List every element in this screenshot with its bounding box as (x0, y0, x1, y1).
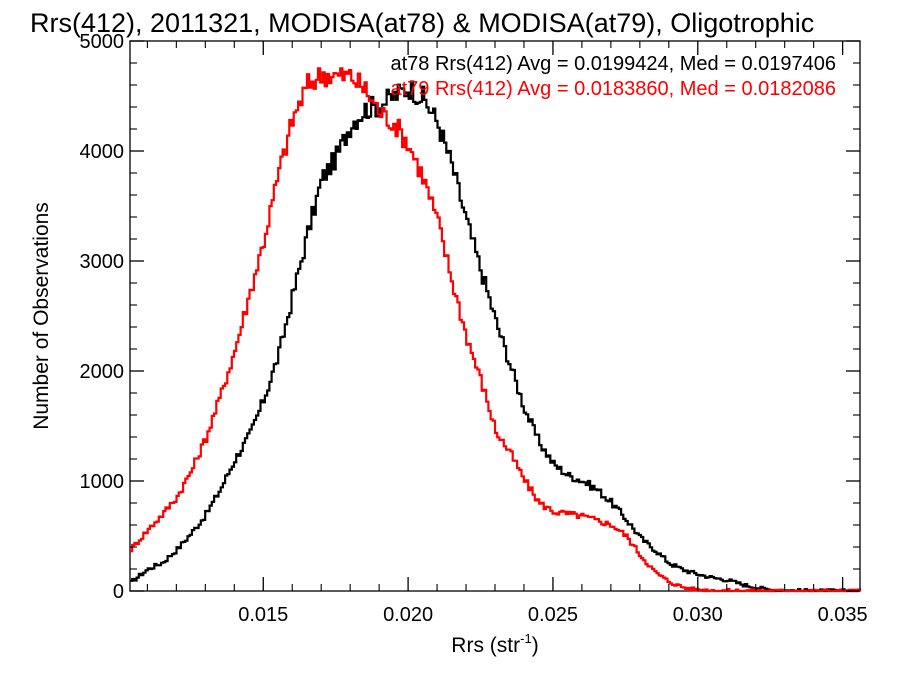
x-tick-label: 0.020 (383, 604, 433, 626)
legend-entry-at79: at79 Rrs(412) Avg = 0.0183860, Med = 0.0… (390, 78, 836, 100)
x-tick-label: 0.035 (818, 604, 868, 626)
plot-area: 0 1000 2000 3000 4000 5000 0.015 0.020 0.025 0.03… (80, 31, 868, 626)
series-line-at78 (130, 80, 862, 593)
series-line-at79 (130, 67, 862, 593)
x-axis-label-superscript: -1 (520, 631, 532, 646)
y-tick-label: 2000 (80, 361, 125, 383)
x-tick-label: 0.025 (528, 604, 578, 626)
x-axis-label-end: ) (532, 634, 539, 657)
y-tick-label: 0 (113, 581, 124, 603)
x-axis-label: Rrs (str-1) (451, 631, 538, 657)
x-axis-label-main: Rrs (str (451, 634, 520, 657)
y-tick-label: 3000 (80, 251, 125, 273)
y-tick-label: 5000 (80, 31, 125, 53)
y-tick-label: 4000 (80, 141, 125, 163)
x-tick-label: 0.015 (238, 604, 288, 626)
legend-entry-at78: at78 Rrs(412) Avg = 0.0199424, Med = 0.0… (390, 53, 836, 75)
chart-title: Rrs(412), 2011321, MODISA(at78) & MODISA… (30, 8, 814, 38)
x-tick-label: 0.030 (673, 604, 723, 626)
y-axis-label: Number of Observations (30, 202, 53, 430)
y-tick-label: 1000 (80, 471, 125, 493)
